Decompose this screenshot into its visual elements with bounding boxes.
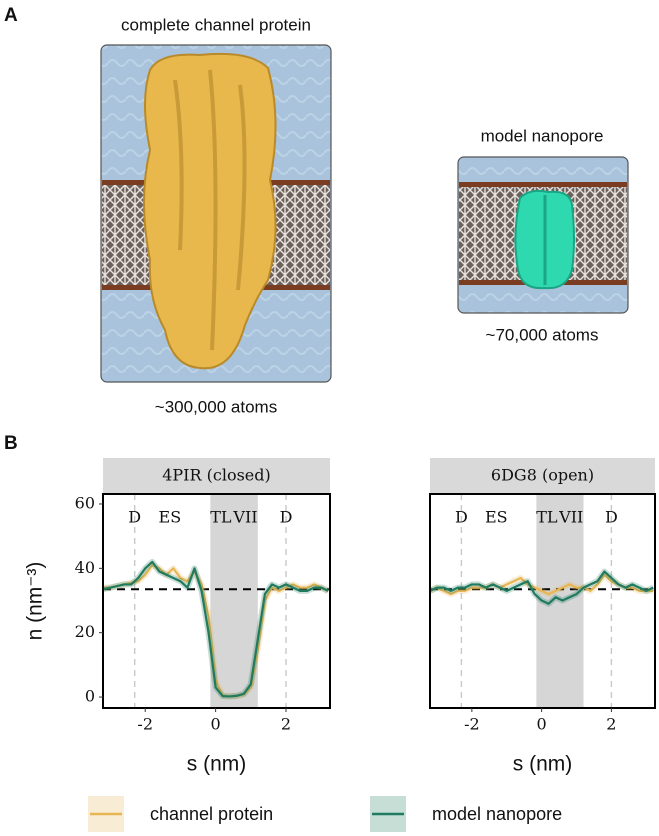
panel-label: B	[4, 433, 18, 454]
region-label: VII	[558, 508, 583, 527]
region-label: ES	[485, 508, 508, 527]
data-line	[102, 560, 329, 698]
chart: 4PIR (closed) D ES TL VII D -2 0 2 s (nm) 0 20 40 60 n…	[24, 458, 331, 776]
facet-strip	[430, 458, 655, 494]
y-tick-label: 20	[75, 622, 95, 641]
region-label: D	[128, 508, 141, 527]
region-label: VII	[232, 508, 257, 527]
y-tick-label: 60	[75, 493, 95, 512]
x-tick-label: 0	[537, 715, 547, 734]
plot-frame	[102, 493, 331, 709]
y-axis-label: n (nm⁻³)	[24, 562, 47, 641]
region-label: TL	[536, 508, 558, 527]
shaded-region	[210, 494, 258, 708]
panel-label: A	[4, 5, 18, 26]
legend-label: model nanopore	[432, 804, 562, 824]
nanopore-image	[457, 156, 629, 314]
region-label: D	[455, 508, 468, 527]
region-label: D	[280, 508, 293, 527]
region-label: TL	[210, 508, 232, 527]
facet-title: 4PIR (closed)	[162, 466, 271, 485]
x-tick-label: -2	[137, 715, 153, 734]
protein-image	[100, 44, 332, 383]
image-title: model nanopore	[481, 126, 604, 145]
legend-label: channel protein	[150, 804, 273, 824]
facet-strip	[103, 458, 330, 494]
x-tick-label: 2	[281, 715, 291, 734]
data-line	[429, 570, 654, 605]
y-tick-label: 0	[85, 687, 95, 706]
x-tick-label: 2	[606, 715, 616, 734]
image-title: complete channel protein	[121, 15, 311, 34]
x-tick-label: -2	[464, 715, 480, 734]
image-caption: ~300,000 atoms	[155, 397, 277, 416]
region-label: D	[605, 508, 618, 527]
plot-frame	[429, 493, 656, 709]
image-caption: ~70,000 atoms	[486, 325, 599, 344]
x-tick-label: 0	[211, 715, 221, 734]
facet-title: 6DG8 (open)	[491, 466, 594, 485]
chart: 6DG8 (open) D ES TL VII D -2 0 2 s (nm)	[428, 458, 656, 776]
charts: 4PIR (closed)D ES TL VII D-2 0 2s (nm)0204060n…	[24, 458, 656, 776]
x-axis-label: s (nm)	[513, 753, 573, 776]
legend: channel protein model nanopore	[88, 796, 562, 832]
x-axis-label: s (nm)	[187, 753, 247, 776]
y-tick-label: 40	[75, 558, 95, 577]
region-label: ES	[159, 508, 182, 527]
